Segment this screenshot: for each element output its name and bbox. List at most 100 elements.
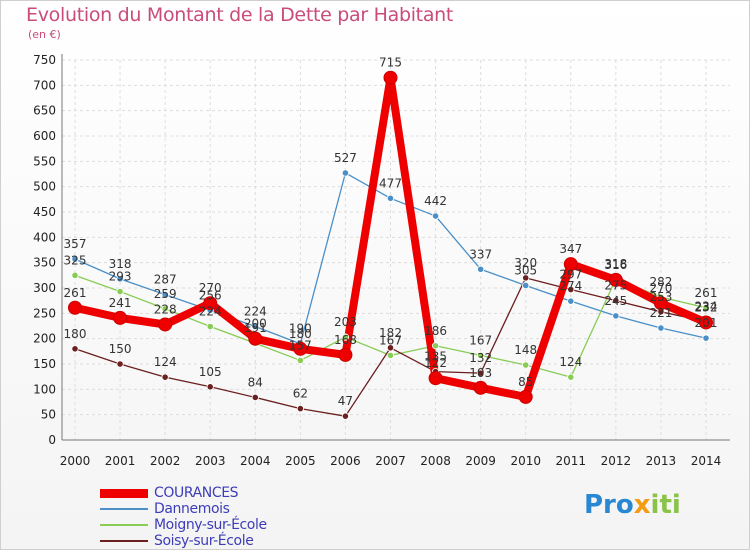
- data-point-courances: [158, 317, 173, 332]
- data-label-moigny-sur-e-cole: 282: [649, 275, 672, 289]
- data-point-soisy-sur-e-cole: [71, 345, 79, 353]
- data-label-moigny-sur-e-cole: 124: [559, 355, 582, 369]
- data-label-moigny-sur-e-cole: 325: [64, 253, 87, 267]
- data-label-soisy-sur-e-cole: 180: [64, 327, 87, 341]
- data-label-soisy-sur-e-cole: 47: [338, 394, 353, 408]
- data-point-dannemois: [116, 275, 124, 283]
- data-point-courances: [383, 70, 398, 85]
- data-label-dannemois: 477: [379, 176, 402, 190]
- x-tick-label: 2007: [375, 454, 406, 468]
- data-label-soisy-sur-e-cole: 135: [424, 350, 447, 364]
- y-tick-label: 600: [33, 129, 56, 143]
- data-point-dannemois: [71, 255, 79, 263]
- data-label-courances: 228: [154, 302, 177, 316]
- data-label-courances: 180: [289, 327, 312, 341]
- data-point-dannemois: [431, 212, 440, 220]
- data-point-soisy-sur-e-cole: [477, 369, 485, 377]
- data-label-dannemois: 201: [695, 316, 718, 330]
- x-tick-label: 2003: [195, 454, 226, 468]
- data-label-soisy-sur-e-cole: 182: [379, 326, 402, 340]
- data-point-dannemois: [341, 169, 350, 177]
- data-label-dannemois: 224: [244, 305, 267, 319]
- logo-part-2: x: [633, 490, 651, 520]
- x-tick-label: 2014: [691, 454, 722, 468]
- data-point-courances: [113, 310, 128, 325]
- data-point-soisy-sur-e-cole: [161, 373, 169, 381]
- data-point-courances: [563, 257, 578, 272]
- data-point-moigny-sur-e-cole: [116, 287, 124, 296]
- legend-item-moigny: Moigny-sur-École: [100, 517, 267, 533]
- data-label-moigny-sur-e-cole: 157: [289, 338, 312, 352]
- legend-item-courances: COURANCES: [100, 485, 267, 501]
- logo-part-3: iti: [650, 490, 681, 520]
- data-point-courances: [608, 272, 623, 287]
- data-label-courances: 103: [469, 366, 492, 380]
- data-point-dannemois: [161, 290, 169, 299]
- data-label-courances: 270: [199, 281, 222, 295]
- x-tick-label: 2001: [105, 454, 136, 468]
- data-point-moigny-sur-e-cole: [206, 322, 214, 331]
- data-label-soisy-sur-e-cole: 275: [604, 279, 627, 293]
- proxiti-logo: Proxiti: [584, 490, 681, 520]
- data-label-moigny-sur-e-cole: 224: [199, 305, 222, 319]
- data-label-moigny-sur-e-cole: 261: [695, 286, 718, 300]
- data-point-dannemois: [477, 265, 485, 273]
- data-label-courances: 85: [518, 375, 533, 389]
- data-point-soisy-sur-e-cole: [206, 383, 214, 391]
- data-label-courances: 261: [64, 286, 87, 300]
- data-label-soisy-sur-e-cole: 297: [559, 268, 582, 282]
- data-point-soisy-sur-e-cole: [567, 285, 575, 294]
- y-tick-label: 550: [33, 154, 56, 168]
- data-point-courances: [699, 315, 713, 330]
- data-label-dannemois: 527: [334, 151, 357, 165]
- legend-swatch-courances: [100, 488, 148, 498]
- data-point-courances: [473, 380, 488, 395]
- y-tick-label: 700: [33, 78, 56, 92]
- data-point-courances: [338, 347, 353, 362]
- data-label-moigny-sur-e-cole: 186: [424, 324, 447, 338]
- data-point-courances: [248, 331, 263, 346]
- data-label-dannemois: 287: [154, 273, 177, 287]
- data-label-moigny-sur-e-cole: 203: [334, 315, 357, 329]
- data-point-dannemois: [386, 194, 395, 202]
- data-label-moigny-sur-e-cole: 191: [244, 321, 267, 335]
- data-point-dannemois: [251, 322, 259, 331]
- data-label-dannemois: 221: [649, 306, 672, 320]
- data-label-soisy-sur-e-cole: 253: [649, 290, 672, 304]
- data-point-courances: [653, 296, 668, 311]
- legend-label-courances: COURANCES: [154, 485, 239, 501]
- data-point-moigny-sur-e-cole: [386, 351, 395, 359]
- data-point-soisy-sur-e-cole: [251, 393, 259, 402]
- data-point-moigny-sur-e-cole: [477, 351, 485, 359]
- data-point-courances: [203, 296, 218, 311]
- data-point-courances: [293, 341, 308, 356]
- data-label-courances: 122: [424, 356, 447, 370]
- data-point-moigny-sur-e-cole: [296, 356, 304, 365]
- data-label-dannemois: 337: [469, 247, 492, 261]
- x-tick-label: 2009: [465, 454, 496, 468]
- data-point-soisy-sur-e-cole: [341, 412, 350, 420]
- data-point-soisy-sur-e-cole: [296, 404, 304, 413]
- data-point-courances: [428, 371, 443, 386]
- legend-item-dannemois: Dannemois: [100, 501, 267, 517]
- data-label-courances: 232: [695, 300, 718, 314]
- data-point-moigny-sur-e-cole: [567, 373, 575, 381]
- y-tick-label: 300: [33, 281, 56, 295]
- legend-label-moigny: Moigny-sur-École: [154, 517, 267, 533]
- data-label-moigny-sur-e-cole: 148: [514, 343, 537, 357]
- y-tick-label: 500: [33, 180, 56, 194]
- x-tick-label: 2004: [240, 454, 271, 468]
- data-label-moigny-sur-e-cole: 293: [109, 270, 132, 284]
- data-label-dannemois: 256: [199, 288, 222, 302]
- y-tick-label: 50: [41, 408, 56, 422]
- x-tick-label: 2002: [150, 454, 181, 468]
- y-tick-label: 100: [33, 382, 56, 396]
- data-point-dannemois: [612, 312, 620, 320]
- y-tick-label: 400: [33, 230, 56, 244]
- y-tick-label: 250: [33, 306, 56, 320]
- data-label-moigny-sur-e-cole: 259: [154, 287, 177, 301]
- x-tick-label: 2011: [556, 454, 587, 468]
- data-label-dannemois: 357: [64, 237, 87, 251]
- x-tick-label: 2012: [601, 454, 632, 468]
